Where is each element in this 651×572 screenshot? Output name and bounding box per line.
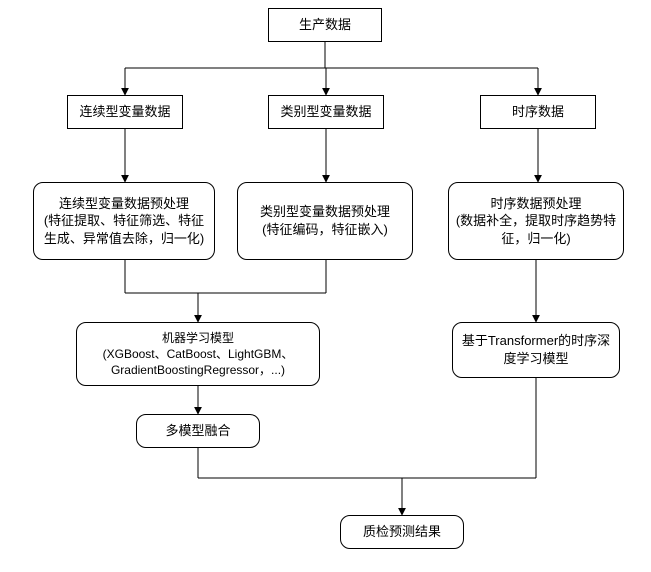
node-result-label: 质检预测结果: [363, 523, 441, 541]
node-ml-model: 机器学习模型(XGBoost、CatBoost、LightGBM、Gradien…: [76, 322, 320, 386]
node-continuous-data: 连续型变量数据: [67, 95, 183, 129]
node-categorical-data: 类别型变量数据: [268, 95, 384, 129]
flowchart-edges: [0, 0, 651, 572]
node-timeseries-data: 时序数据: [480, 95, 596, 129]
node-model-fusion: 多模型融合: [136, 414, 260, 448]
node-timeseries-preprocess-label: 时序数据预处理(数据补全，提取时序趋势特征，归一化): [455, 195, 617, 248]
node-categorical-preprocess-label: 类别型变量数据预处理(特征编码，特征嵌入): [260, 203, 390, 238]
node-root: 生产数据: [268, 8, 382, 42]
edge-root-bus: [125, 42, 538, 68]
node-continuous-data-label: 连续型变量数据: [79, 103, 170, 121]
node-dl-model: 基于Transformer的时序深度学习模型: [452, 322, 620, 378]
node-timeseries-data-label: 时序数据: [512, 103, 564, 121]
node-timeseries-preprocess: 时序数据预处理(数据补全，提取时序趋势特征，归一化): [448, 182, 624, 260]
node-ml-model-label: 机器学习模型(XGBoost、CatBoost、LightGBM、Gradien…: [83, 330, 313, 379]
node-root-label: 生产数据: [299, 16, 351, 34]
node-model-fusion-label: 多模型融合: [165, 422, 230, 440]
node-continuous-preprocess-label: 连续型变量数据预处理(特征提取、特征筛选、特征生成、异常值去除，归一化): [40, 195, 208, 248]
node-categorical-preprocess: 类别型变量数据预处理(特征编码，特征嵌入): [237, 182, 413, 260]
node-dl-model-label: 基于Transformer的时序深度学习模型: [459, 332, 613, 367]
node-result: 质检预测结果: [340, 515, 464, 549]
node-categorical-data-label: 类别型变量数据: [280, 103, 371, 121]
node-continuous-preprocess: 连续型变量数据预处理(特征提取、特征筛选、特征生成、异常值去除，归一化): [33, 182, 215, 260]
